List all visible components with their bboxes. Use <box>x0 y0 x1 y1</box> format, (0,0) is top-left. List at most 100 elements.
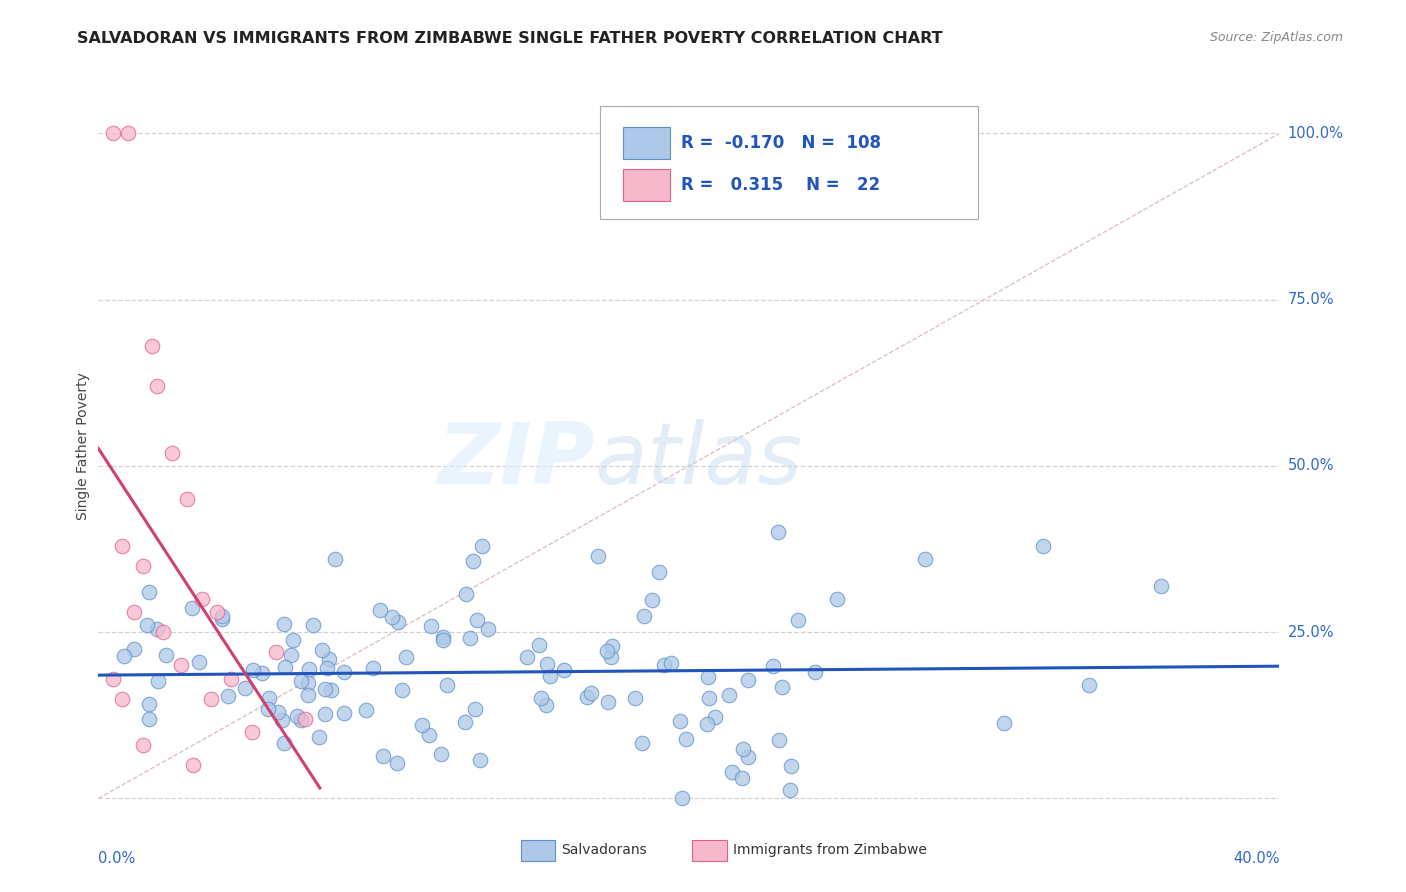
Point <box>187 655 209 669</box>
Point <box>205 605 228 619</box>
Point <box>454 715 477 730</box>
Point <box>136 617 159 632</box>
FancyBboxPatch shape <box>623 127 671 160</box>
Point <box>240 725 263 739</box>
Point <box>368 602 391 616</box>
Point <box>314 681 336 696</box>
Point <box>993 716 1015 731</box>
Point <box>696 717 718 731</box>
Point <box>391 682 413 697</box>
Point <box>181 758 204 772</box>
Point <box>354 703 377 717</box>
Point <box>170 658 193 673</box>
Point <box>381 609 404 624</box>
Point <box>697 670 720 684</box>
Point <box>294 712 316 726</box>
Point <box>112 648 135 663</box>
Point <box>180 600 202 615</box>
Y-axis label: Single Father Poverty: Single Father Poverty <box>76 372 90 520</box>
Point <box>141 339 163 353</box>
Point <box>242 663 264 677</box>
Point <box>536 657 558 671</box>
Point <box>477 622 499 636</box>
Point <box>132 738 155 752</box>
Point <box>436 678 458 692</box>
Point <box>586 549 609 564</box>
Point <box>461 554 484 568</box>
Point <box>631 736 654 750</box>
Point <box>458 632 481 646</box>
Point <box>318 652 340 666</box>
Text: R =   0.315    N =   22: R = 0.315 N = 22 <box>681 176 880 194</box>
Point <box>281 633 304 648</box>
Point <box>721 764 744 779</box>
Point <box>600 649 623 664</box>
Point <box>659 656 682 670</box>
Point <box>111 539 134 553</box>
Point <box>464 702 486 716</box>
Point <box>411 718 433 732</box>
Point <box>361 660 384 674</box>
Point <box>717 688 740 702</box>
Point <box>534 698 557 712</box>
Text: 50.0%: 50.0% <box>1288 458 1334 474</box>
Point <box>1327 566 1350 580</box>
Point <box>579 685 602 699</box>
Point <box>538 669 561 683</box>
Point <box>297 676 319 690</box>
Point <box>432 630 454 644</box>
Point <box>669 714 692 728</box>
Point <box>233 681 256 696</box>
Point <box>1150 579 1173 593</box>
Point <box>387 756 409 770</box>
Point <box>387 615 409 629</box>
Point <box>146 379 169 393</box>
Point <box>298 662 321 676</box>
Point <box>675 731 697 746</box>
Point <box>267 705 290 719</box>
Point <box>780 759 803 773</box>
Point <box>804 665 827 680</box>
Point <box>395 649 418 664</box>
Text: R =  -0.170   N =  108: R = -0.170 N = 108 <box>681 134 880 153</box>
Text: Source: ZipAtlas.com: Source: ZipAtlas.com <box>1209 31 1343 45</box>
Point <box>471 539 494 553</box>
Point <box>162 445 183 459</box>
Point <box>270 713 292 727</box>
Point <box>217 690 239 704</box>
Point <box>762 658 785 673</box>
Point <box>122 605 145 619</box>
Point <box>323 552 346 566</box>
Point <box>297 688 319 702</box>
Point <box>221 672 243 686</box>
Point <box>138 584 160 599</box>
Point <box>138 712 160 726</box>
Point <box>257 690 280 705</box>
Point <box>648 566 671 580</box>
Point <box>731 772 754 786</box>
Point <box>737 673 759 687</box>
Point <box>671 791 693 805</box>
Point <box>430 747 453 761</box>
Point <box>117 127 139 141</box>
Point <box>191 591 214 606</box>
FancyBboxPatch shape <box>600 106 979 219</box>
Point <box>111 691 134 706</box>
Text: 40.0%: 40.0% <box>1233 851 1279 865</box>
FancyBboxPatch shape <box>522 839 555 861</box>
Point <box>315 661 337 675</box>
Point <box>308 730 330 744</box>
Point <box>704 710 727 724</box>
Point <box>103 127 125 141</box>
Point <box>768 732 790 747</box>
Point <box>596 644 619 658</box>
Point <box>332 665 354 680</box>
Point <box>155 648 177 662</box>
Point <box>418 728 440 742</box>
Point <box>152 625 174 640</box>
Point <box>641 593 664 607</box>
Point <box>314 706 336 721</box>
Point <box>285 708 308 723</box>
Point <box>273 736 295 750</box>
Point <box>624 691 647 706</box>
